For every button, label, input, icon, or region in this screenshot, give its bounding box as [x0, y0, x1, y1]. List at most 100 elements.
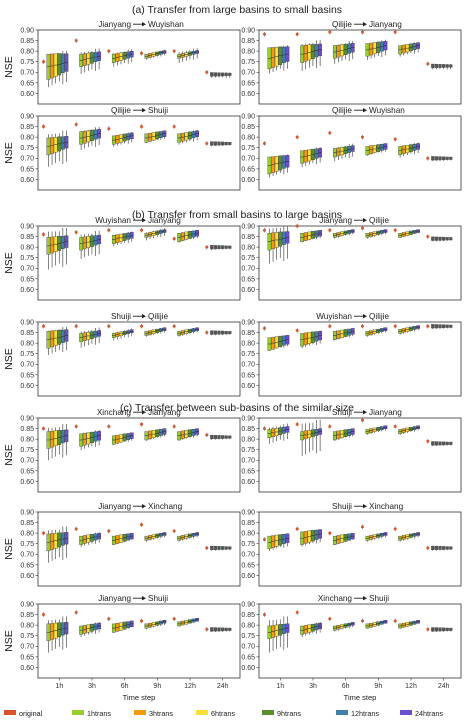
original-marker	[426, 546, 430, 550]
original-marker	[140, 229, 143, 232]
y-tick-label: 0.90	[20, 113, 34, 120]
box	[224, 627, 228, 631]
y-tick-label: 0.85	[241, 38, 255, 45]
original-marker	[74, 527, 78, 531]
original-marker	[42, 325, 45, 328]
original-marker	[295, 611, 299, 614]
x-tick-label: 12h	[184, 683, 196, 690]
original-marker	[263, 613, 266, 616]
y-tick-label: 0.65	[20, 372, 34, 379]
x-tick-label: 3h	[309, 683, 317, 690]
original-marker	[361, 30, 364, 34]
panel-title-to: Shuiji	[369, 594, 389, 603]
y-tick-label: 0.60	[241, 383, 255, 390]
y-tick-label: 0.90	[20, 601, 34, 608]
original-marker	[295, 135, 299, 139]
y-axis-label: NSE	[3, 56, 15, 78]
box	[217, 435, 221, 439]
box	[438, 64, 442, 68]
panel-frame	[258, 115, 462, 191]
panel-title-to: Wuyishan	[148, 20, 184, 29]
panel-title-to: Xinchang	[369, 502, 404, 511]
original-marker	[107, 325, 111, 328]
y-tick-label: 0.70	[20, 644, 34, 651]
y-tick-label: 0.90	[241, 319, 255, 326]
legend-swatch	[400, 710, 412, 715]
y-tick-label: 0.80	[241, 341, 255, 348]
original-marker	[140, 423, 143, 426]
original-marker	[172, 617, 176, 620]
panel-title-to: Shuiji	[148, 594, 168, 603]
legend-label: 12htrans	[351, 709, 379, 718]
original-marker	[328, 617, 332, 620]
y-tick-label: 0.85	[20, 124, 34, 131]
box	[434, 441, 439, 446]
original-marker	[74, 123, 78, 126]
y-tick-label: 0.75	[241, 255, 255, 262]
box	[445, 324, 449, 328]
y-axis-label: NSE	[3, 348, 15, 370]
box	[220, 435, 225, 439]
box	[438, 441, 442, 446]
arrow-icon	[142, 108, 146, 113]
y-tick-label: 0.85	[241, 426, 255, 433]
box	[224, 72, 228, 76]
y-tick-label: 0.60	[20, 177, 34, 184]
y-tick-label: 0.70	[241, 552, 255, 559]
y-tick-label: 0.75	[20, 351, 34, 358]
box	[434, 236, 439, 241]
x-tick-label: 1h	[55, 683, 63, 690]
box	[438, 546, 442, 550]
original-marker	[393, 138, 397, 141]
y-tick-label: 0.80	[20, 623, 34, 630]
original-marker	[172, 237, 176, 240]
box	[213, 435, 218, 440]
y-tick-label: 0.70	[20, 156, 34, 163]
y-tick-label: 0.65	[20, 654, 34, 661]
y-tick-label: 0.65	[241, 654, 255, 661]
y-tick-label: 0.75	[20, 541, 34, 548]
box	[228, 331, 232, 335]
panel-title-to: Jianyang	[148, 216, 181, 225]
box	[431, 63, 435, 69]
y-tick-label: 0.80	[241, 437, 255, 444]
box	[217, 245, 221, 250]
original-marker	[205, 546, 209, 550]
y-tick-label: 0.85	[20, 330, 34, 337]
y-tick-label: 0.65	[241, 166, 255, 173]
original-marker	[393, 30, 397, 34]
y-tick-label: 0.75	[241, 351, 255, 358]
panel-jianyang-to-xinchang: 0.90 0.85 0.80 0.75 0.70 0.65 0.60 Jianyang Xinc…	[20, 502, 241, 587]
legend-label: original	[19, 709, 43, 718]
y-tick-label: 0.90	[20, 509, 34, 516]
original-marker	[328, 325, 332, 328]
original-marker	[426, 440, 430, 443]
legend-swatch	[134, 710, 146, 715]
box	[449, 441, 453, 445]
panel-xinchang-to-jianyang: 0.90 0.85 0.80 0.75 0.70 0.65 0.60 Xinchang Jian…	[20, 408, 241, 493]
panel-frame	[258, 417, 462, 493]
box	[228, 245, 232, 249]
panel-shuiji-to-qilijie: 0.90 0.85 0.80 0.75 0.70 0.65 0.60 Shuiji Qiliji…	[20, 312, 241, 397]
panel-title-to: Qilijie	[369, 216, 389, 225]
box	[445, 441, 449, 445]
original-marker	[328, 425, 332, 428]
y-tick-label: 0.80	[20, 135, 34, 142]
panel-frame	[37, 225, 241, 301]
panel-title-from: Qilijie	[332, 20, 352, 29]
box	[213, 141, 218, 146]
original-marker	[172, 325, 176, 328]
box	[445, 156, 449, 160]
y-tick-label: 0.65	[20, 276, 34, 283]
original-marker	[263, 142, 266, 145]
box	[434, 324, 439, 329]
panel-title-to: Wuyishan	[369, 106, 405, 115]
original-marker	[295, 423, 299, 426]
original-marker	[263, 33, 266, 36]
original-marker	[426, 628, 430, 631]
y-tick-label: 0.70	[241, 266, 255, 273]
box	[228, 627, 232, 631]
original-marker	[295, 527, 299, 531]
original-marker	[42, 531, 45, 535]
box	[213, 72, 218, 77]
